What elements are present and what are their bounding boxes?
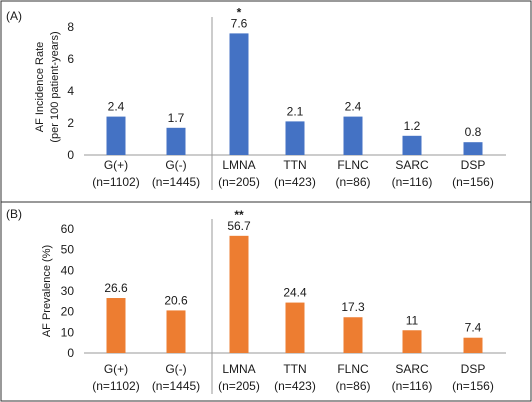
category-sample-size: (n=1445) (152, 379, 200, 393)
y-axis-label: AF Incidence Rate (34, 42, 46, 133)
data-label: 2.4 (345, 100, 362, 114)
category-sample-size: (n=1445) (152, 175, 200, 189)
chart-panel-b: (B) AF Prevalence (%) 0 10 20 30 40 50 60 26.6 G(+… (6, 207, 506, 394)
category-label: G(-) (165, 158, 186, 172)
category-sample-size: (n=86) (335, 175, 370, 189)
category-label: TTN (283, 158, 306, 172)
category-label: FLNC (337, 362, 369, 376)
category-sample-size: (n=116) (392, 175, 433, 189)
data-label: 26.6 (104, 281, 128, 295)
category-sample-size: (n=156) (452, 175, 494, 189)
category-sample-size: (n=205) (218, 379, 260, 393)
category-label: TTN (283, 362, 306, 376)
y-axis-label: AF Prevalence (%) (41, 245, 53, 337)
category-label: LMNA (222, 158, 255, 172)
panel-label: (B) (6, 207, 22, 221)
y-tick-label: 8 (67, 20, 74, 34)
y-tick-label: 60 (61, 222, 75, 236)
bar (343, 317, 363, 353)
y-tick-label: 0 (67, 346, 74, 360)
y-tick-label: 50 (61, 243, 75, 257)
y-tick-label: 40 (61, 263, 75, 277)
data-label: 7.6 (231, 16, 248, 30)
y-axis-label: (per 100 patient-years) (49, 31, 61, 142)
category-sample-size: (n=1102) (92, 175, 139, 189)
bar (285, 121, 305, 155)
category-sample-size: (n=86) (335, 379, 370, 393)
bar (106, 298, 126, 353)
data-label: 2.1 (287, 104, 304, 118)
data-label: 20.6 (164, 293, 188, 307)
panel-label: (A) (6, 9, 22, 23)
bar (343, 116, 363, 155)
bar (285, 302, 305, 353)
category-sample-size: (n=116) (392, 379, 433, 393)
data-label: 1.7 (168, 111, 185, 125)
data-label: 2.4 (108, 100, 125, 114)
data-label: 24.4 (283, 286, 307, 300)
category-sample-size: (n=423) (274, 175, 316, 189)
category-label: G(-) (165, 362, 186, 376)
y-tick-label: 30 (61, 284, 75, 298)
bar (166, 310, 186, 353)
significance-marker: * (237, 5, 242, 19)
bar (229, 33, 249, 155)
category-label: DSP (461, 158, 486, 172)
data-label: 0.8 (465, 125, 482, 139)
category-label: LMNA (222, 362, 255, 376)
y-tick-label: 20 (61, 305, 75, 319)
data-label: 1.2 (404, 119, 421, 133)
category-label: SARC (395, 362, 429, 376)
data-label: 11 (406, 313, 419, 327)
category-sample-size: (n=205) (218, 175, 260, 189)
bar (463, 337, 483, 353)
y-tick-label: 2 (67, 116, 74, 130)
y-tick-label: 0 (67, 148, 74, 162)
bar (106, 116, 126, 155)
category-sample-size: (n=423) (274, 379, 316, 393)
category-label: SARC (395, 158, 429, 172)
data-label: 7.4 (465, 321, 482, 335)
chart-panel-a: (A) AF Incidence Rate (per 100 patient-yea… (6, 5, 506, 190)
bar (229, 235, 249, 353)
data-label: 56.7 (227, 219, 251, 233)
category-sample-size: (n=1102) (92, 379, 139, 393)
bar (166, 127, 186, 155)
y-tick-label: 10 (61, 325, 75, 339)
category-sample-size: (n=156) (452, 379, 494, 393)
category-label: G(+) (104, 362, 128, 376)
bar (402, 135, 422, 155)
category-label: DSP (461, 362, 486, 376)
bar (463, 142, 483, 155)
significance-marker: ** (234, 208, 244, 222)
bar (402, 330, 422, 353)
category-label: G(+) (104, 158, 128, 172)
y-tick-label: 4 (67, 84, 74, 98)
y-tick-label: 6 (67, 52, 74, 66)
data-label: 17.3 (341, 300, 365, 314)
category-label: FLNC (337, 158, 369, 172)
